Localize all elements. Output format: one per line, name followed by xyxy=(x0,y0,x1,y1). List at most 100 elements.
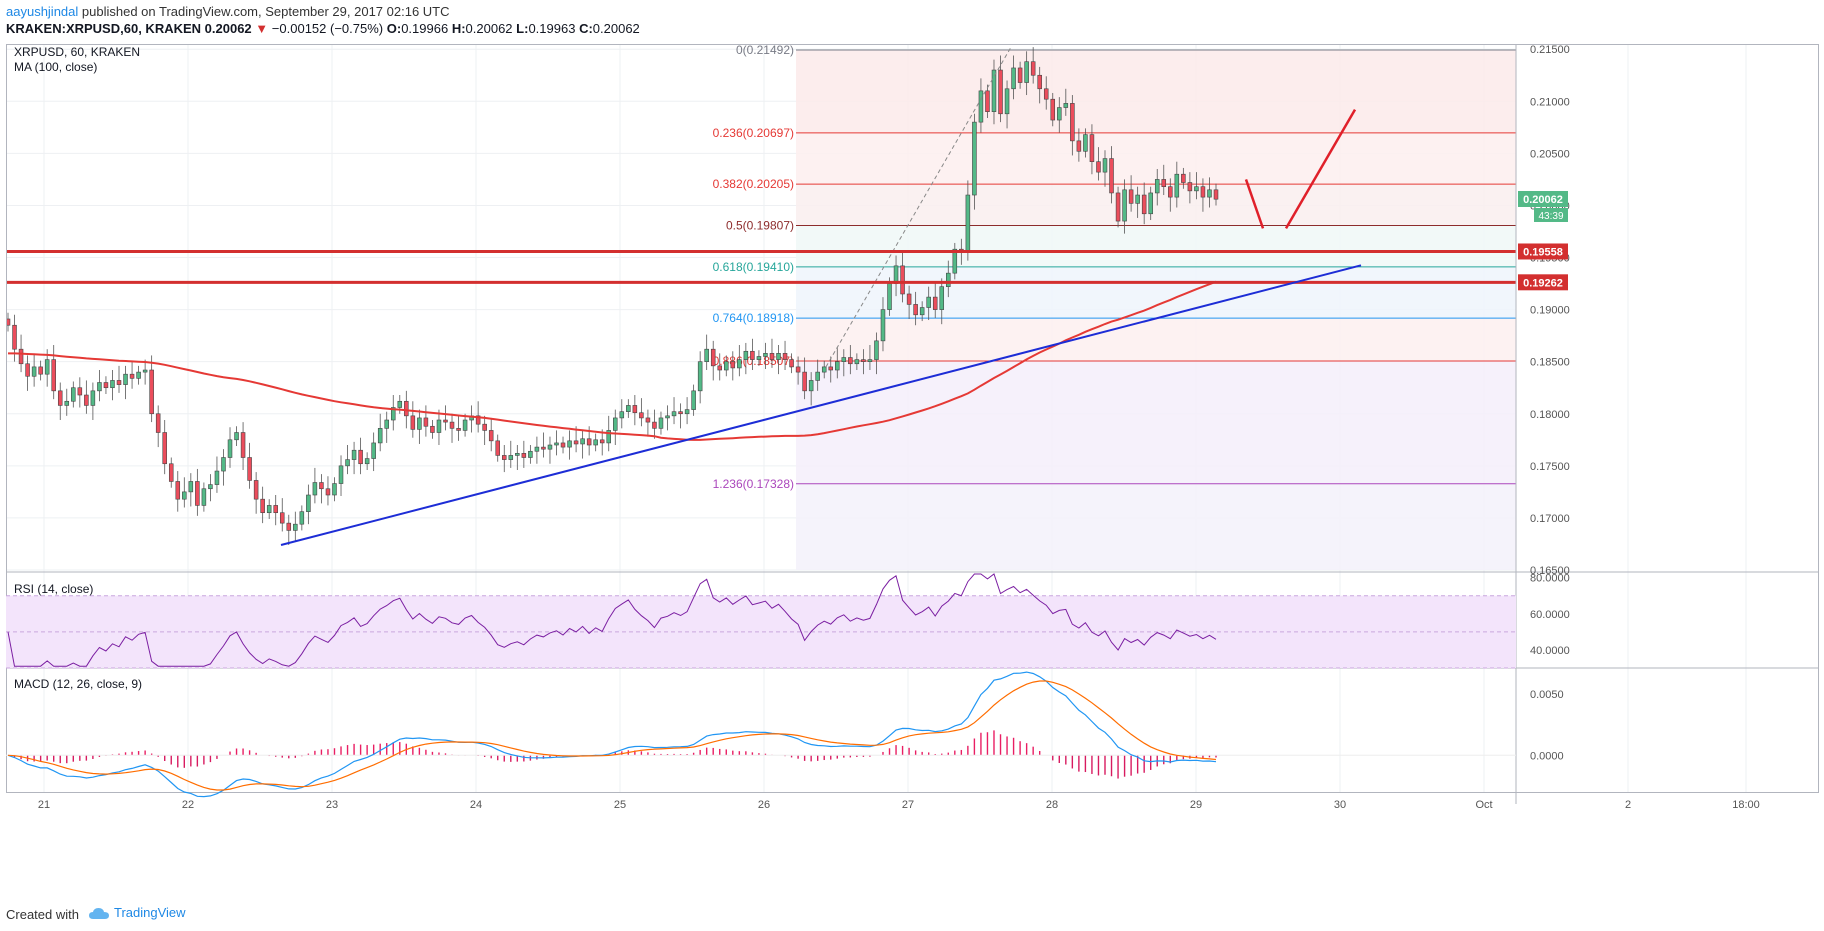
candle xyxy=(306,484,311,525)
high-value: 0.20062 xyxy=(465,21,513,36)
candle xyxy=(554,430,559,456)
macd-line xyxy=(7,671,1217,798)
candle-body xyxy=(397,400,403,408)
candle-body xyxy=(286,522,292,531)
chart-area[interactable]: 0(0.21492) 0.236(0.20697) 0.382(0.20205) 0.… xyxy=(5,43,1820,904)
low-label: L: xyxy=(516,21,529,36)
rsi-tick-label: 40.0000 xyxy=(1530,645,1570,657)
fib-measure-line xyxy=(825,46,1012,368)
rsi-tick-label: 80.0000 xyxy=(1530,573,1570,585)
candle-body xyxy=(919,307,925,316)
candle xyxy=(286,514,292,546)
candle-body xyxy=(828,366,834,371)
candle xyxy=(1181,167,1186,189)
candle xyxy=(730,351,736,381)
candle xyxy=(51,345,56,400)
price-chart-svg[interactable]: 0(0.21492) 0.236(0.20697) 0.382(0.20205) 0.… xyxy=(5,43,1820,904)
candle xyxy=(1070,95,1075,156)
candle-body xyxy=(737,359,742,369)
candle-body xyxy=(998,69,1003,115)
candle-body xyxy=(1030,61,1036,76)
candle xyxy=(952,242,958,280)
candle-body xyxy=(619,411,625,419)
candle-body xyxy=(534,446,540,452)
candle-body xyxy=(1168,186,1173,198)
candle xyxy=(972,113,977,210)
candle xyxy=(1024,51,1029,96)
candle xyxy=(593,433,598,452)
interval-label: 60 xyxy=(123,21,139,36)
x-tick-label: 23 xyxy=(326,799,338,811)
candle-body xyxy=(626,405,631,412)
candle xyxy=(998,55,1003,123)
candle-body xyxy=(821,366,827,373)
candle-body xyxy=(332,483,337,496)
fib-level-label: 0(0.21492) xyxy=(736,44,794,57)
candle xyxy=(1161,164,1167,196)
candle-body xyxy=(90,390,96,406)
candle xyxy=(90,382,96,421)
candle xyxy=(142,359,148,385)
fib-band xyxy=(796,360,1516,484)
candle xyxy=(175,471,181,512)
candle xyxy=(266,499,272,519)
rsi-pane: 80.0000 60.0000 40.0000 xyxy=(6,573,1570,669)
candle-body xyxy=(319,482,324,490)
candle-body xyxy=(168,463,174,482)
candle xyxy=(12,314,17,362)
candle-body xyxy=(110,380,115,389)
candle xyxy=(743,342,749,375)
tradingview-logo-link[interactable]: TradingView xyxy=(88,905,186,921)
candle-body xyxy=(991,69,997,113)
candle-body xyxy=(1161,179,1167,187)
candle xyxy=(1109,146,1114,204)
candle xyxy=(208,474,213,502)
candle-body xyxy=(1207,189,1212,198)
projection-up-line xyxy=(1284,108,1357,229)
candle xyxy=(717,353,722,381)
candle xyxy=(351,441,357,475)
macd-pane: 0.0050 0.0000 xyxy=(6,671,1564,798)
candle xyxy=(808,372,814,406)
author-link[interactable]: aayushjindal xyxy=(6,4,79,19)
candle xyxy=(769,338,775,368)
candle xyxy=(697,351,703,404)
candle-body xyxy=(279,512,285,524)
fib-level-label: 0.5(0.19807) xyxy=(726,219,794,233)
candle-body xyxy=(972,121,977,196)
candle-body xyxy=(312,482,318,496)
candle-body xyxy=(528,450,533,458)
candle-body xyxy=(364,458,370,465)
x-tick-label: 25 xyxy=(614,799,626,811)
candle-body xyxy=(201,488,207,506)
candle-body xyxy=(1194,186,1199,192)
candle-body xyxy=(234,432,239,441)
candle-body xyxy=(684,409,690,415)
candle-body xyxy=(1213,189,1219,200)
candle xyxy=(1174,161,1180,208)
candle-body xyxy=(12,324,17,350)
candle xyxy=(991,59,997,125)
symbol-label: KRAKEN:XRPUSD, xyxy=(6,21,124,36)
candle xyxy=(541,432,546,458)
candle-body xyxy=(475,415,481,425)
candle-body xyxy=(149,369,154,415)
candle-body xyxy=(430,425,435,433)
candle xyxy=(691,384,696,416)
candle xyxy=(1187,172,1193,204)
x-tick-label: 22 xyxy=(182,799,194,811)
candle xyxy=(430,420,435,439)
candle xyxy=(750,338,755,371)
candle xyxy=(580,430,585,459)
candle xyxy=(443,405,448,431)
candle xyxy=(371,432,376,472)
candle-body xyxy=(717,365,722,371)
level-price-label: 0.19262 xyxy=(1523,277,1563,289)
candle xyxy=(678,403,683,429)
rsi-tick-label: 60.0000 xyxy=(1530,609,1570,621)
candle-body xyxy=(841,357,847,362)
candle xyxy=(815,359,820,391)
y-tick-label: 0.17000 xyxy=(1530,513,1570,525)
candle-body xyxy=(136,371,141,379)
candle-body xyxy=(502,455,507,460)
